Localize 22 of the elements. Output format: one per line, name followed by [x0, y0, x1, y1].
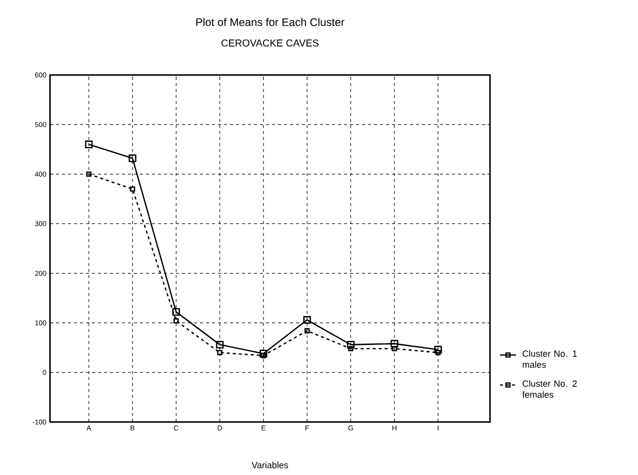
- point: [390, 340, 398, 348]
- point: [130, 186, 136, 192]
- point: [435, 350, 441, 356]
- point: [216, 340, 224, 349]
- point: [217, 350, 222, 356]
- legend-label: Cluster No. 2 females: [522, 380, 577, 398]
- chart-subtitle: CEROVACKE CAVES: [222, 39, 319, 47]
- point: [392, 346, 398, 352]
- point: [260, 352, 266, 358]
- point: [304, 328, 310, 334]
- point: [303, 316, 311, 324]
- point: [174, 318, 179, 324]
- point: [86, 171, 92, 177]
- legend-label: Cluster No. 1 males: [522, 350, 577, 368]
- x-axis-title: Variables: [252, 462, 288, 468]
- point: [128, 154, 136, 162]
- point: [434, 346, 442, 354]
- point: [85, 140, 93, 148]
- chart-title: Plot of Means for Each Cluster: [196, 18, 344, 26]
- point: [346, 340, 355, 349]
- point: [172, 308, 180, 316]
- point: [260, 350, 268, 358]
